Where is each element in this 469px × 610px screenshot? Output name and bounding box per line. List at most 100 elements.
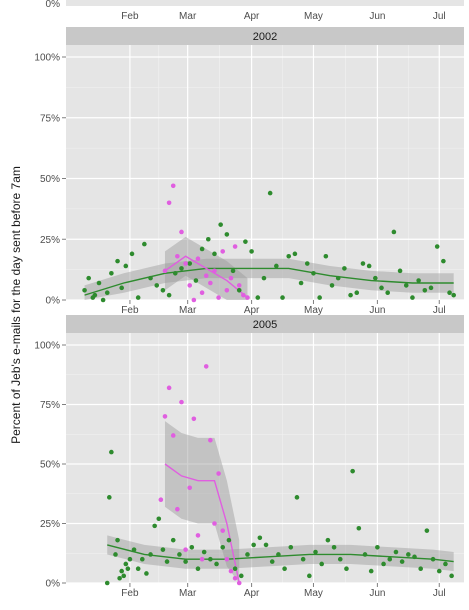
grid-2002 <box>66 45 464 301</box>
data-point-green <box>350 468 355 474</box>
data-point-green <box>403 283 409 288</box>
data-point-green <box>236 287 242 293</box>
data-point-magenta <box>216 295 221 300</box>
data-point-green <box>249 249 254 254</box>
data-point-green <box>356 525 362 531</box>
data-point-magenta <box>162 268 168 274</box>
x-tick-label: Apr <box>244 305 260 316</box>
data-point-green <box>212 251 217 257</box>
trend-lines-2005 <box>107 463 454 584</box>
data-point-green <box>422 287 428 293</box>
data-point-green <box>100 297 106 303</box>
data-point-green <box>205 236 211 242</box>
data-point-green <box>160 547 166 552</box>
data-point-magenta <box>224 556 230 562</box>
data-point-green <box>311 270 316 276</box>
data-point-green <box>323 253 329 259</box>
data-point-magenta <box>245 295 250 300</box>
data-point-green <box>288 545 294 550</box>
data-point-green <box>226 537 232 543</box>
data-point-magenta <box>183 547 188 552</box>
data-point-green <box>107 495 112 500</box>
data-point-green <box>109 449 114 455</box>
data-point-green <box>148 552 153 557</box>
data-point-green <box>428 285 434 291</box>
trend-line-magenta <box>164 463 240 584</box>
data-point-green <box>379 285 384 291</box>
data-point-magenta <box>236 580 242 586</box>
x-tick-label: Mar <box>179 305 197 316</box>
data-point-green <box>179 266 184 271</box>
data-point-green <box>243 239 248 244</box>
data-point-green <box>135 566 141 572</box>
ci-band-green <box>107 535 454 572</box>
trend-line-magenta <box>164 255 248 299</box>
data-point-magenta <box>195 256 201 261</box>
data-point-green <box>304 261 310 266</box>
data-point-magenta <box>191 416 197 422</box>
y-ticks-2005: 0% 25% 50% 75% 100% <box>34 341 66 590</box>
data-point-magenta <box>208 280 213 286</box>
data-point-green <box>251 542 256 548</box>
data-point-green <box>342 266 347 271</box>
data-point-green <box>366 263 372 269</box>
data-point-green <box>261 275 267 281</box>
data-point-green <box>189 545 195 550</box>
panel-2002: 2002 0% 25% 50% 75% 100% Feb Mar Apr May Jun Jul <box>34 27 464 316</box>
data-point-green <box>292 251 298 257</box>
x-tick-label: May <box>304 305 323 316</box>
data-point-green <box>230 268 236 274</box>
data-point-green <box>387 556 393 562</box>
data-point-green <box>274 263 279 269</box>
ci-band-magenta <box>164 421 240 583</box>
top-y-tick: 0% <box>46 0 61 10</box>
data-point-green <box>156 516 162 522</box>
data-point-green <box>451 292 456 298</box>
data-point-magenta <box>179 399 184 405</box>
data-point-magenta <box>166 200 172 206</box>
data-point-green <box>86 275 91 281</box>
data-point-green <box>381 561 386 567</box>
x-tick-label: Jul <box>433 588 446 599</box>
data-point-magenta <box>220 528 226 533</box>
data-point-green <box>218 222 223 227</box>
data-point-magenta <box>220 249 226 254</box>
data-point-magenta <box>236 283 242 288</box>
top-x-tick-label: Jul <box>433 11 446 22</box>
top-x-tick-label: Jun <box>369 11 385 22</box>
data-point-magenta <box>232 244 238 249</box>
data-point-green <box>329 283 335 288</box>
data-point-green <box>424 528 430 533</box>
data-point-green <box>282 566 287 572</box>
data-point-green <box>269 559 275 564</box>
data-point-green <box>220 545 226 550</box>
data-point-green <box>195 566 201 572</box>
data-point-green <box>335 275 341 281</box>
y-tick-label: 100% <box>34 341 60 352</box>
y-axis-label: Percent of Jeb's e-mails for the day sen… <box>9 166 23 444</box>
data-point-green <box>172 270 178 276</box>
data-point-green <box>177 552 182 557</box>
data-point-green <box>443 561 448 567</box>
data-point-green <box>115 258 120 264</box>
data-point-green <box>119 568 124 574</box>
data-point-green <box>109 270 114 276</box>
trend-line-green <box>84 267 454 296</box>
data-point-green <box>140 556 145 562</box>
data-point-magenta <box>224 287 230 293</box>
data-point-green <box>393 549 399 555</box>
data-point-green <box>375 545 380 550</box>
data-point-green <box>344 566 349 572</box>
data-point-green <box>148 275 153 281</box>
data-point-green <box>360 261 366 266</box>
x-tick-label: Jul <box>433 305 446 316</box>
data-point-magenta <box>208 437 213 443</box>
data-point-green <box>337 556 343 562</box>
data-point-magenta <box>175 506 180 512</box>
data-point-green <box>166 292 172 298</box>
data-point-green <box>267 190 273 196</box>
y-tick-label: 50% <box>40 174 60 185</box>
data-point-green <box>373 275 378 281</box>
y-tick-label: 0% <box>46 296 61 307</box>
